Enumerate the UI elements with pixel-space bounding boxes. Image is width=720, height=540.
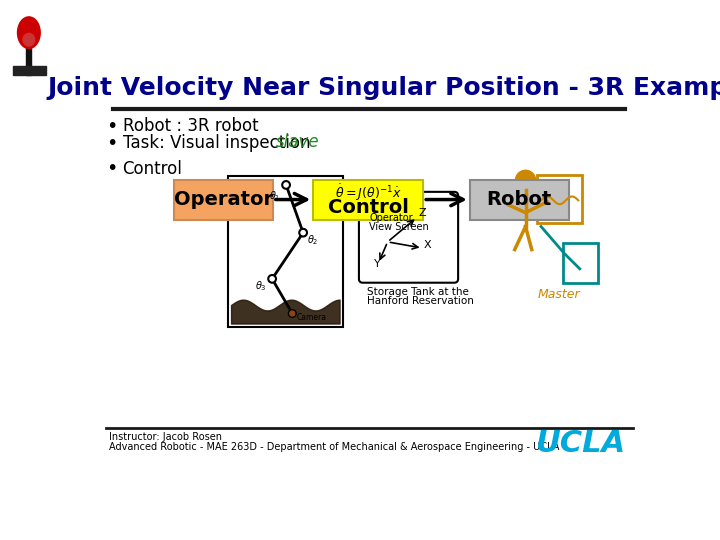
Text: Z: Z xyxy=(418,208,426,218)
Ellipse shape xyxy=(17,17,40,49)
Text: Operator: Operator xyxy=(174,190,273,209)
Text: Operator: Operator xyxy=(369,213,413,223)
Text: $\theta_1$: $\theta_1$ xyxy=(269,189,281,202)
Bar xyxy=(14,66,46,75)
FancyBboxPatch shape xyxy=(537,175,582,222)
Circle shape xyxy=(289,309,296,318)
Bar xyxy=(27,36,32,75)
Circle shape xyxy=(282,181,290,189)
Text: Y: Y xyxy=(374,259,381,269)
Text: slave: slave xyxy=(276,133,320,151)
Text: Instructor: Jacob Rosen: Instructor: Jacob Rosen xyxy=(109,433,222,442)
Ellipse shape xyxy=(23,33,35,46)
Text: Robot : 3R robot: Robot : 3R robot xyxy=(122,117,258,136)
Text: Advanced Robotic - MAE 263D - Department of Mechanical & Aerospace Engineering -: Advanced Robotic - MAE 263D - Department… xyxy=(109,442,559,453)
Circle shape xyxy=(269,275,276,283)
Text: $\dot{\theta} = J(\theta)^{-1}\dot{x}$: $\dot{\theta} = J(\theta)^{-1}\dot{x}$ xyxy=(335,183,402,203)
FancyBboxPatch shape xyxy=(563,244,598,284)
Text: X: X xyxy=(423,240,431,250)
FancyBboxPatch shape xyxy=(469,179,569,220)
Text: Joint Velocity Near Singular Position - 3R Example: Joint Velocity Near Singular Position - … xyxy=(47,76,720,100)
Text: Hanford Reservation: Hanford Reservation xyxy=(367,296,474,306)
Text: Camera: Camera xyxy=(296,313,326,322)
Text: Control: Control xyxy=(328,198,409,217)
Text: UCLA: UCLA xyxy=(536,429,626,458)
FancyBboxPatch shape xyxy=(174,179,273,220)
FancyBboxPatch shape xyxy=(313,179,423,220)
Text: •: • xyxy=(106,159,117,178)
Text: Control: Control xyxy=(122,160,182,178)
Text: Task: Visual inspection: Task: Visual inspection xyxy=(122,134,310,152)
Circle shape xyxy=(516,170,536,190)
Text: •: • xyxy=(106,117,117,136)
Circle shape xyxy=(300,229,307,237)
FancyBboxPatch shape xyxy=(228,177,343,327)
Text: $\theta_3$: $\theta_3$ xyxy=(255,280,267,293)
Text: View Screen: View Screen xyxy=(369,222,428,232)
Text: Storage Tank at the: Storage Tank at the xyxy=(367,287,469,296)
Text: •: • xyxy=(106,134,117,153)
FancyBboxPatch shape xyxy=(359,192,458,283)
Text: Master: Master xyxy=(538,288,580,301)
Text: Robot: Robot xyxy=(487,190,552,209)
Text: $\theta_2$: $\theta_2$ xyxy=(307,233,318,247)
